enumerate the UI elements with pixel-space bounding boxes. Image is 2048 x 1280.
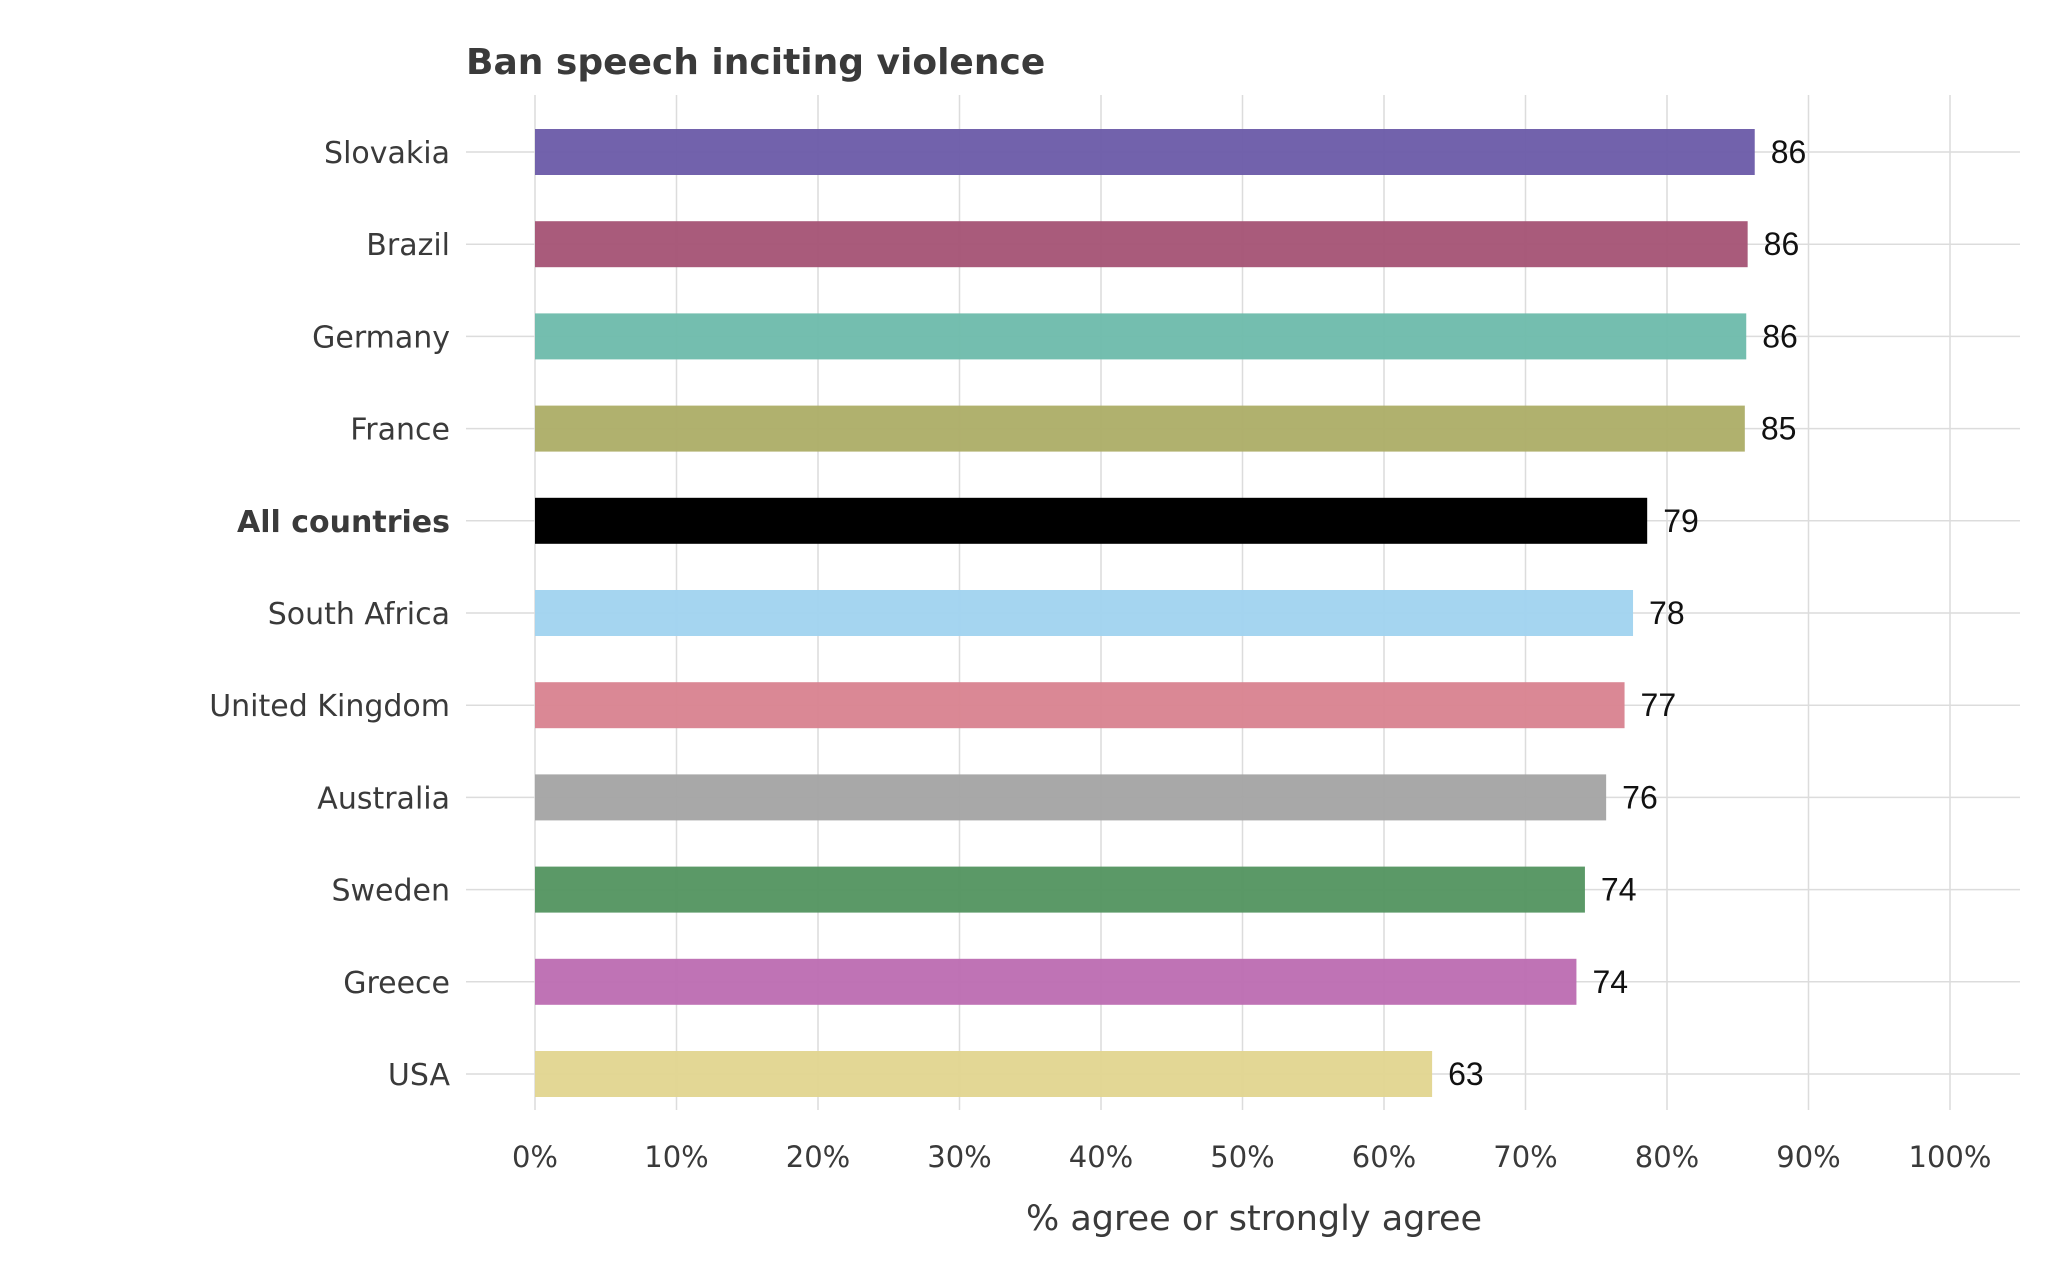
x-tick-label: 100% <box>1909 1140 1992 1174</box>
value-label: 76 <box>1622 779 1658 815</box>
bar-germany <box>535 313 1747 360</box>
bars-layer <box>535 129 1755 1097</box>
value-label: 85 <box>1761 411 1797 447</box>
x-tick-label: 80% <box>1635 1140 1699 1174</box>
category-label: Australia <box>317 781 450 816</box>
x-tick-label: 60% <box>1352 1140 1416 1174</box>
category-label: South Africa <box>268 597 450 632</box>
x-tick-label: 20% <box>786 1140 850 1174</box>
category-label: Brazil <box>366 228 450 263</box>
bar-greece <box>535 958 1577 1005</box>
category-label: Sweden <box>331 874 450 909</box>
bar-france <box>535 405 1745 452</box>
value-label: 79 <box>1663 503 1699 539</box>
category-label: All countries <box>237 505 450 540</box>
value-label: 74 <box>1592 964 1628 1000</box>
bar-brazil <box>535 221 1748 268</box>
value-label: 63 <box>1448 1056 1484 1092</box>
bar-slovakia <box>535 129 1755 175</box>
x-axis-title: % agree or strongly agree <box>1026 1199 1482 1239</box>
value-label: 86 <box>1764 226 1800 262</box>
category-label: Germany <box>312 320 450 355</box>
category-label: United Kingdom <box>209 689 450 724</box>
value-label: 86 <box>1762 318 1798 354</box>
chart-title: Ban speech inciting violence <box>466 42 1045 83</box>
x-tick-label: 30% <box>927 1140 991 1174</box>
value-label: 78 <box>1649 595 1685 631</box>
labels-layer: 0% 10% 20% 30% 40% 50% 60% 70% 80% 90% 100% Slovaki… <box>209 134 1991 1174</box>
category-label: France <box>350 413 450 448</box>
value-label: 86 <box>1771 134 1807 170</box>
bar-usa <box>535 1051 1433 1097</box>
x-tick-label: 40% <box>1069 1140 1133 1174</box>
x-tick-label: 10% <box>644 1140 708 1174</box>
category-label: USA <box>388 1058 451 1093</box>
category-label: Greece <box>343 966 450 1001</box>
bar-all-countries <box>535 497 1648 544</box>
x-tick-label: 90% <box>1776 1140 1840 1174</box>
bar-south-africa <box>535 590 1634 636</box>
bar-united-kingdom <box>535 682 1625 729</box>
category-label: Slovakia <box>324 136 450 171</box>
x-tick-label: 0% <box>512 1140 558 1174</box>
value-label: 77 <box>1641 687 1677 723</box>
value-label: 74 <box>1601 872 1637 908</box>
x-tick-label: 70% <box>1493 1140 1557 1174</box>
bar-australia <box>535 774 1607 821</box>
x-tick-label: 50% <box>1210 1140 1274 1174</box>
bar-sweden <box>535 866 1585 913</box>
